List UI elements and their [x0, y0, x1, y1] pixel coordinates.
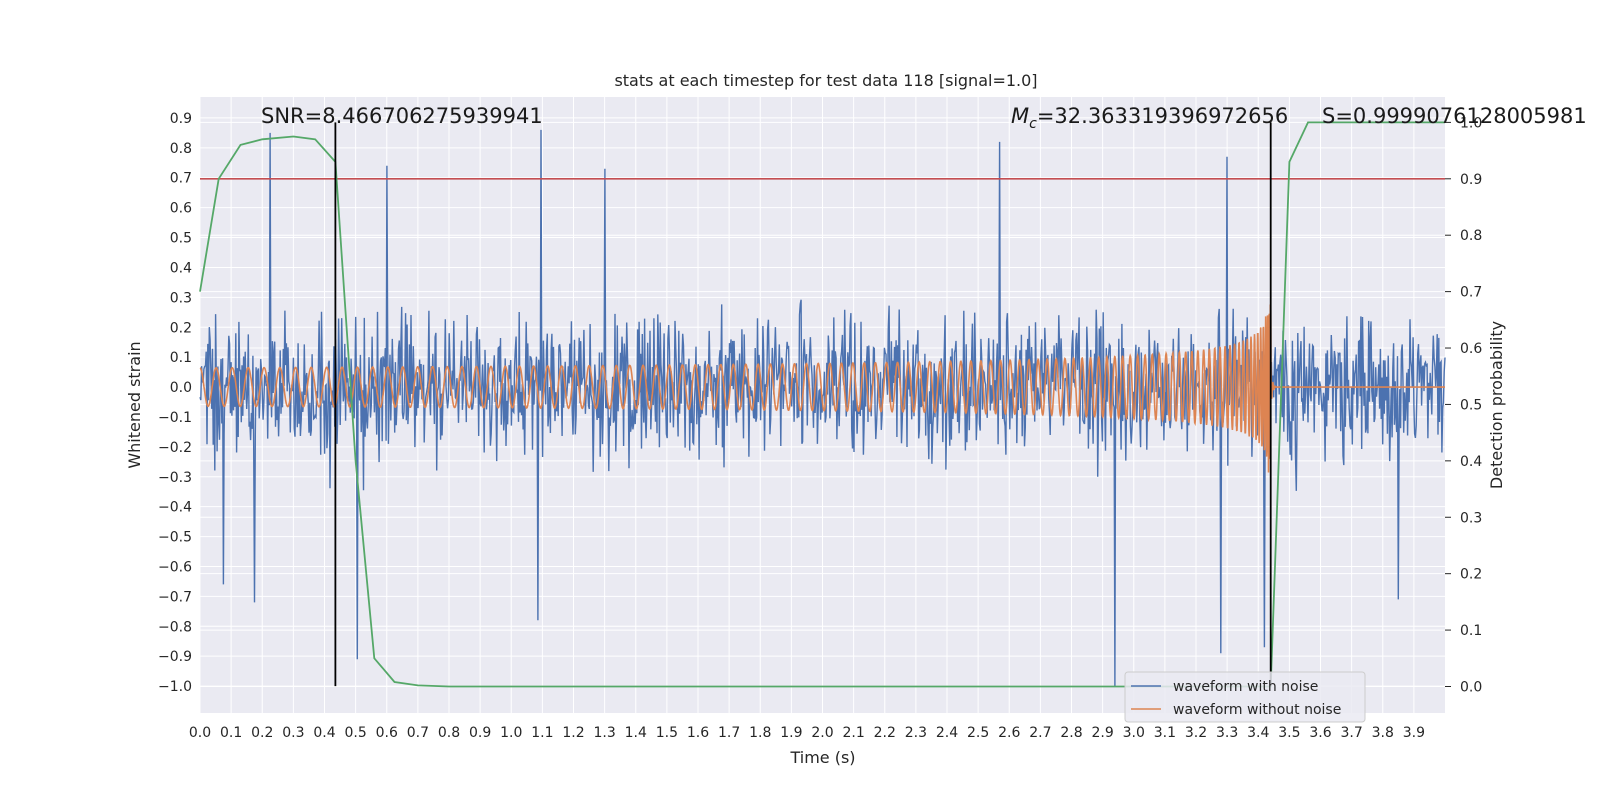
- x-tick-label: 3.7: [1340, 725, 1362, 741]
- x-tick-label: 2.8: [1060, 725, 1082, 741]
- x-tick-label: 1.2: [562, 725, 584, 741]
- x-tick-label: 1.4: [625, 725, 647, 741]
- x-tick-label: 3.6: [1309, 725, 1331, 741]
- x-tick-label: 2.2: [874, 725, 896, 741]
- x-tick-label: 1.5: [656, 725, 678, 741]
- y-tick-label-left: 0.1: [170, 350, 192, 366]
- y-tick-label-left: −0.2: [158, 440, 192, 456]
- x-tick-label: 2.1: [842, 725, 864, 741]
- x-tick-label: 2.9: [1091, 725, 1113, 741]
- y-tick-label-left: 0.5: [170, 231, 192, 247]
- y-tick-label-right: 0.6: [1460, 341, 1482, 357]
- y-tick-label-left: −1.0: [158, 679, 192, 695]
- x-tick-label: 3.9: [1403, 725, 1425, 741]
- y-tick-label-left: 0.2: [170, 320, 192, 336]
- y-tick-label-left: −0.7: [158, 589, 192, 605]
- x-tick-label: 0.3: [282, 725, 304, 741]
- x-tick-label: 2.3: [905, 725, 927, 741]
- x-tick-label: 2.0: [811, 725, 833, 741]
- x-tick-label: 1.3: [593, 725, 615, 741]
- x-tick-label: 0.4: [313, 725, 335, 741]
- legend: waveform with noise waveform without noi…: [1124, 671, 1366, 723]
- x-tick-label: 1.0: [500, 725, 522, 741]
- x-tick-label: 2.6: [998, 725, 1020, 741]
- y-tick-label-right: 0.0: [1460, 679, 1482, 695]
- x-tick-label: 3.0: [1123, 725, 1145, 741]
- y-tick-label-left: 0.3: [170, 290, 192, 306]
- y-tick-label-left: 0.7: [170, 171, 192, 187]
- y-tick-label-left: −0.1: [158, 410, 192, 426]
- y-tick-label-left: −0.6: [158, 559, 192, 575]
- y-axis-label-left: Whitened strain: [125, 341, 144, 468]
- y-tick-label-right: 0.1: [1460, 623, 1482, 639]
- y-tick-label-left: −0.5: [158, 530, 192, 546]
- y-tick-label-right: 0.8: [1460, 228, 1482, 244]
- chirp-mass-annotation: Mc=32.363319396972656: [1011, 104, 1288, 132]
- x-tick-label: 1.6: [687, 725, 709, 741]
- x-tick-label: 3.2: [1185, 725, 1207, 741]
- x-tick-label: 1.9: [780, 725, 802, 741]
- x-tick-label: 3.3: [1216, 725, 1238, 741]
- x-tick-label: 0.5: [344, 725, 366, 741]
- y-axis-label-right: Detection probability: [1487, 321, 1506, 489]
- x-tick-label: 3.5: [1278, 725, 1300, 741]
- y-tick-label-right: 0.3: [1460, 510, 1482, 526]
- ticks-layer: 0.0 0.1 0.2 0.3 0.4 0.5 0.6 0.7 0.8 0.9 1.0 1.1 1.2 1…: [158, 111, 1482, 741]
- y-tick-label-right: 0.7: [1460, 285, 1482, 301]
- legend-box: [1124, 671, 1366, 723]
- x-tick-label: 0.7: [407, 725, 429, 741]
- y-tick-label-right: 0.4: [1460, 454, 1482, 470]
- chart-title: stats at each timestep for test data 118…: [614, 71, 1037, 90]
- x-tick-label: 2.4: [936, 725, 958, 741]
- series-layer: [199, 121, 1446, 688]
- x-tick-label: 1.8: [749, 725, 771, 741]
- x-tick-label: 0.6: [376, 725, 398, 741]
- annotations: SNR=8.466706275939941 Mc=32.363319396972…: [261, 104, 1587, 132]
- x-axis-label: Time (s): [789, 748, 855, 767]
- x-tick-label: 3.1: [1154, 725, 1176, 741]
- y-tick-label-left: −0.4: [158, 500, 192, 516]
- y-tick-label-left: 0.6: [170, 201, 192, 217]
- snr-annotation: SNR=8.466706275939941: [261, 104, 543, 128]
- series-detection-probability: [199, 121, 1445, 688]
- x-tick-label: 0.8: [438, 725, 460, 741]
- y-tick-label-left: 0.8: [170, 141, 192, 157]
- y-tick-label-left: 0.9: [170, 111, 192, 127]
- chirp-mass-symbol: M: [1011, 104, 1029, 128]
- y-tick-label-left: −0.8: [158, 619, 192, 635]
- significance-annotation: S=0.9999076128005981: [1322, 104, 1587, 128]
- y-tick-label-left: 0.4: [170, 260, 192, 276]
- x-tick-label: 0.2: [251, 725, 273, 741]
- x-tick-label: 1.7: [718, 725, 740, 741]
- x-tick-label: 0.9: [469, 725, 491, 741]
- y-tick-label-right: 0.5: [1460, 397, 1482, 413]
- x-tick-label: 3.4: [1247, 725, 1269, 741]
- y-tick-label-left: −0.3: [158, 470, 192, 486]
- series-waveform-without-noise: [199, 304, 1445, 473]
- y-tick-label-right: 0.2: [1460, 567, 1482, 583]
- chirp-mass-value: =32.363319396972656: [1037, 104, 1288, 128]
- y-tick-label-right: 0.9: [1460, 172, 1482, 188]
- x-tick-label: 0.1: [220, 725, 242, 741]
- x-tick-label: 1.1: [531, 725, 553, 741]
- x-tick-label: 3.8: [1372, 725, 1394, 741]
- y-tick-label-left: 0.0: [170, 380, 192, 396]
- x-tick-label: 2.7: [1029, 725, 1051, 741]
- y-tick-label-left: −0.9: [158, 649, 192, 665]
- legend-label-noisy: waveform with noise: [1173, 679, 1318, 695]
- chirp-mass-subscript: c: [1029, 116, 1037, 132]
- x-tick-label: 2.5: [967, 725, 989, 741]
- x-tick-label: 0.0: [189, 725, 211, 741]
- y-tick-label-right: 1.0: [1460, 115, 1482, 131]
- legend-label-clean: waveform without noise: [1173, 702, 1341, 718]
